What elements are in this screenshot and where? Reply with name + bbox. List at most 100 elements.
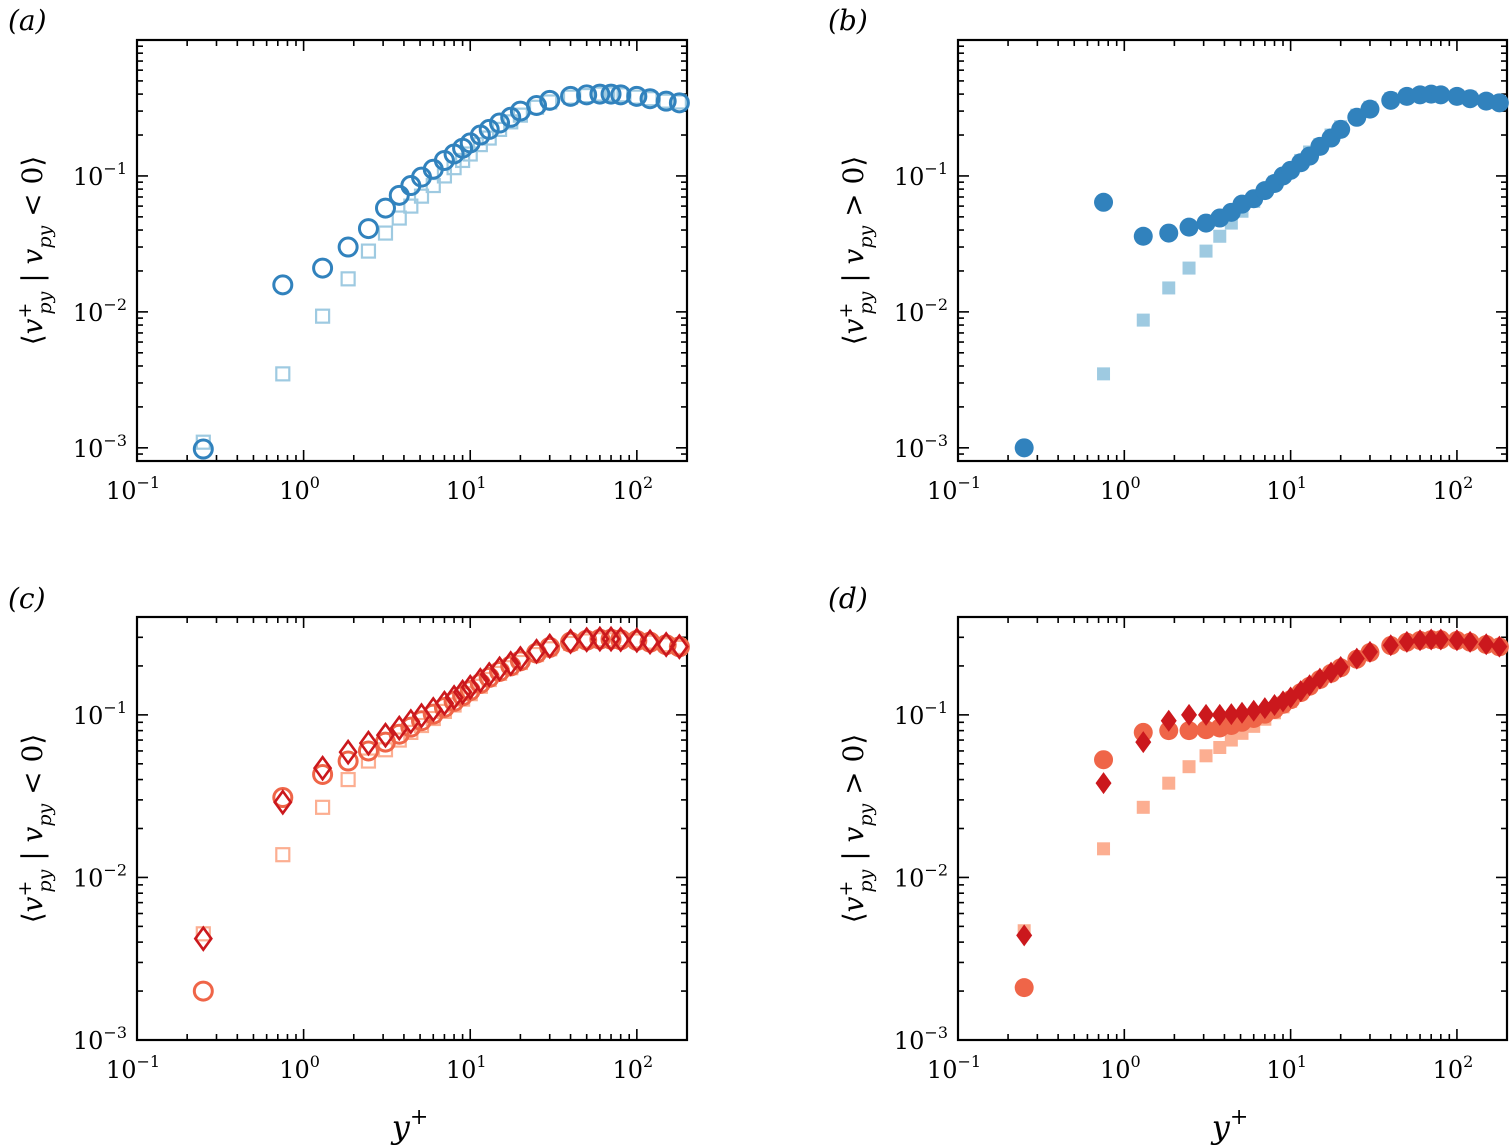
y-tick-label: 10−2: [894, 295, 948, 327]
x-ticks: [957, 617, 1508, 1040]
y-tick-label: 10−1: [894, 698, 948, 730]
x-ticks: [957, 40, 1508, 461]
data-point-square: [1213, 229, 1227, 243]
axes-frame: [135, 38, 689, 463]
y-tick-label: 10−3: [73, 1023, 127, 1055]
data-point-circle: [411, 710, 433, 732]
axes-frame: [135, 615, 689, 1042]
data-point-diamond: [669, 633, 689, 660]
data-point-diamond: [444, 684, 464, 711]
x-tick-label: 101: [1266, 1052, 1307, 1084]
x-axis-label: y+: [1210, 1105, 1249, 1146]
data-point-diamond: [1478, 633, 1495, 656]
data-point-square: [340, 271, 356, 287]
data-point-square: [377, 225, 394, 241]
series-open-circles: [192, 83, 690, 460]
data-point-circle: [1331, 119, 1351, 139]
data-point-circle: [576, 84, 598, 106]
data-point-circle: [337, 750, 359, 772]
data-point-square: [314, 799, 331, 815]
data-point-circle: [1159, 223, 1179, 243]
data-point-square: [1224, 733, 1238, 747]
data-point-circle: [374, 197, 396, 219]
data-point-diamond: [312, 754, 333, 782]
x-tick-label: 101: [446, 473, 487, 505]
data-point-square: [671, 94, 687, 110]
data-point-diamond: [375, 721, 396, 749]
y-axis-label: ⟨v+py | vpy > 0⟩: [835, 734, 877, 924]
panel-a: 10−1 100 101 102 10−3 10−2 10−1 (a) ⟨v+py | vpy …: [8, 4, 690, 505]
data-point-diamond: [1348, 647, 1365, 670]
series-filled-circles: [1014, 630, 1509, 998]
data-point-diamond: [1412, 629, 1429, 652]
y-axis-label: ⟨v+py | vpy < 0⟩: [14, 734, 56, 924]
data-point-square: [1182, 760, 1196, 774]
y-axis-label: ⟨v+py | vpy < 0⟩: [14, 156, 56, 346]
data-point-diamond: [1181, 703, 1198, 726]
data-point-diamond: [577, 626, 597, 653]
data-point-diamond: [611, 626, 631, 653]
data-point-circle: [600, 83, 622, 105]
y-axis-label: ⟨v+py | vpy > 0⟩: [835, 156, 877, 346]
data-point-circle: [1381, 90, 1401, 110]
data-point-diamond: [358, 729, 379, 757]
data-point-circle: [1360, 99, 1380, 119]
data-point-diamond: [338, 738, 358, 766]
data-point-circle: [489, 112, 511, 134]
data-point-square: [1097, 367, 1111, 381]
series-reference-squares: [1017, 87, 1506, 455]
data-point-circle: [589, 83, 611, 105]
data-point-circle: [422, 703, 444, 725]
data-point-circle: [272, 787, 294, 809]
data-point-square: [403, 198, 419, 214]
data-point-square: [562, 89, 579, 105]
data-point-square: [1199, 244, 1213, 258]
data-point-circle: [1179, 217, 1199, 237]
data-point-square: [1097, 842, 1111, 856]
panel-d: 10−1 100 101 102 10−3 10−2 10−1 (d) ⟨v+py | vpy …: [828, 582, 1509, 1146]
series-reference-squares: [195, 86, 687, 450]
data-point-circle: [192, 980, 214, 1002]
data-point-square: [603, 86, 619, 102]
data-point-diamond: [1423, 628, 1440, 651]
axes-frame: [956, 615, 1509, 1042]
x-tick-label: 10−1: [106, 473, 160, 505]
data-point-circle: [400, 716, 422, 738]
x-tick-label: 100: [1100, 1052, 1141, 1084]
data-point-circle: [192, 438, 214, 460]
data-point-diamond: [1198, 703, 1215, 726]
data-point-square: [360, 243, 377, 259]
x-tick-label: 100: [279, 473, 320, 505]
data-point-diamond: [452, 678, 473, 706]
y-tick-label: 10−2: [894, 860, 948, 892]
y-ticks: [137, 616, 687, 1041]
data-point-circle: [357, 740, 379, 762]
data-point-diamond: [1160, 709, 1177, 732]
data-point-circle: [478, 118, 500, 140]
data-point-square: [1162, 776, 1176, 790]
data-point-circle: [1094, 750, 1114, 770]
panel-c: 10−1 100 101 102 10−3 10−2 10−1 (c) ⟨v+py | vpy …: [8, 582, 690, 1146]
x-tick-label: 100: [1100, 473, 1141, 505]
data-point-circle: [610, 84, 632, 106]
data-point-diamond: [434, 689, 455, 717]
data-point-circle: [1431, 85, 1451, 105]
y-tick-label: 10−3: [73, 431, 127, 463]
series-filled-circles: [1014, 84, 1509, 458]
data-point-diamond: [1233, 701, 1250, 724]
data-point-square: [1162, 281, 1176, 295]
data-point-circle: [539, 89, 561, 111]
data-point-circle: [312, 763, 334, 785]
data-point-diamond: [540, 632, 560, 660]
data-point-diamond: [1398, 630, 1415, 653]
data-point-circle: [526, 94, 548, 116]
x-axis-label: y+: [390, 1105, 429, 1146]
data-point-square: [340, 771, 356, 788]
data-point-square: [1136, 800, 1150, 814]
series-reference-squares: [195, 632, 687, 942]
y-tick-label: 10−3: [894, 1023, 948, 1055]
y-ticks: [958, 616, 1507, 1041]
y-tick-label: 10−1: [73, 159, 127, 191]
data-point-diamond: [656, 631, 676, 658]
data-point-diamond: [501, 650, 521, 677]
